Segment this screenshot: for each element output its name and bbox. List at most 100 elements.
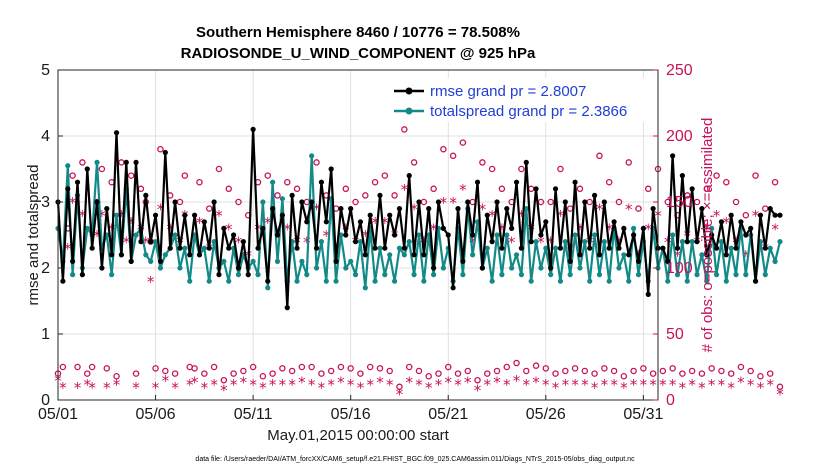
- assimilated-obs-point: *: [235, 234, 243, 252]
- totalspread-point: [587, 278, 593, 284]
- rmse-point: [601, 199, 607, 205]
- totalspread-point: [733, 272, 739, 278]
- totalspread-point: [562, 239, 568, 245]
- possible-obs-point: [88, 363, 96, 371]
- assimilated-obs-point: *: [776, 385, 784, 403]
- assimilated-obs-point: *: [688, 376, 696, 394]
- totalspread-point: [626, 278, 632, 284]
- possible-obs-point: [210, 363, 218, 371]
- possible-obs-point: [444, 363, 452, 371]
- y2-tick-label: 50: [666, 326, 684, 343]
- assimilated-obs-point: *: [718, 376, 726, 394]
- x-tick-label: 05/31: [623, 406, 663, 423]
- rmse-point: [635, 258, 642, 264]
- possible-obs-point: [201, 370, 208, 377]
- totalspread-point: [318, 239, 325, 245]
- rmse-point: [435, 199, 442, 205]
- assimilated-obs-point: *: [742, 247, 750, 265]
- x-tick-label: 05/01: [38, 406, 78, 423]
- possible-obs-point: [640, 365, 647, 372]
- possible-obs-point: [132, 370, 140, 377]
- rmse-point: [265, 278, 271, 284]
- possible-obs-point: [727, 370, 735, 377]
- rmse-point: [348, 206, 354, 212]
- rmse-point: [582, 199, 588, 205]
- totalspread-point: [528, 278, 534, 284]
- rmse-point: [245, 272, 251, 278]
- totalspread-point: [591, 232, 598, 238]
- assimilated-obs-point: *: [362, 227, 370, 245]
- totalspread-point: [309, 153, 315, 159]
- y-tick-label: 0: [41, 392, 50, 409]
- totalspread-point: [143, 252, 149, 258]
- rmse-point: [162, 149, 168, 156]
- assimilated-obs-point: *: [571, 376, 579, 394]
- totalspread-point: [255, 272, 261, 278]
- rmse-point: [552, 186, 559, 192]
- series-lines: [55, 126, 783, 311]
- rmse-point: [528, 239, 534, 245]
- possible-obs-point: [752, 172, 759, 179]
- rmse-point: [777, 212, 783, 218]
- rmse-point: [270, 206, 276, 212]
- possible-obs-point: [649, 370, 657, 377]
- rmse-point: [591, 192, 598, 198]
- rmse-point: [235, 265, 242, 271]
- totalspread-point: [616, 265, 622, 271]
- possible-obs-point: [532, 362, 540, 369]
- assimilated-obs-point: *: [469, 234, 477, 252]
- totalspread-point: [713, 272, 720, 278]
- totalspread-point: [391, 278, 398, 284]
- rmse-point: [523, 159, 529, 165]
- legend-rmse-marker: [405, 87, 413, 95]
- possible-obs-point: [405, 363, 413, 371]
- possible-obs-point: [518, 165, 525, 173]
- totalspread-point: [313, 265, 320, 271]
- rmse-point: [387, 212, 393, 218]
- rmse-point: [187, 252, 193, 258]
- rmse-point: [718, 219, 725, 225]
- possible-obs-point: [440, 145, 447, 153]
- rmse-point: [611, 219, 617, 225]
- totalspread-point: [606, 278, 612, 284]
- totalspread-point: [679, 239, 685, 245]
- assimilated-obs-point: *: [415, 376, 423, 394]
- possible-obs-point: [366, 363, 374, 371]
- totalspread-point: [187, 278, 193, 284]
- assimilated-obs-point: *: [630, 376, 638, 394]
- totalspread-point: [728, 245, 734, 251]
- rmse-point: [172, 199, 178, 205]
- y-tick-label: 5: [41, 62, 50, 79]
- rmse-point: [309, 199, 315, 205]
- totalspread-point: [235, 272, 242, 278]
- possible-obs-point: [449, 152, 457, 160]
- rmse-point: [723, 252, 729, 258]
- rmse-point: [284, 305, 290, 311]
- assimilated-obs-point: *: [601, 376, 609, 394]
- possible-obs-point: [635, 205, 642, 212]
- rmse-point: [323, 219, 329, 225]
- assimilated-obs-point: *: [449, 194, 457, 212]
- rmse-point: [411, 252, 417, 258]
- totalspread-point: [513, 252, 520, 258]
- possible-obs-point: [718, 367, 725, 375]
- possible-obs-point: [308, 363, 315, 371]
- possible-obs-point: [171, 370, 179, 377]
- rmse-point: [196, 252, 203, 258]
- rmse-point: [357, 219, 364, 225]
- possible-obs-point: [396, 383, 403, 391]
- assimilated-obs-point: *: [84, 376, 92, 394]
- possible-obs-point: [181, 172, 189, 179]
- totalspread-point: [109, 272, 115, 278]
- possible-obs-point: [459, 139, 467, 146]
- rmse-point: [752, 278, 759, 284]
- rmse-point: [333, 258, 339, 264]
- totalspread-point: [704, 278, 710, 284]
- rmse-point: [328, 166, 334, 172]
- assimilated-obs-point: *: [640, 376, 648, 394]
- assimilated-obs-point: *: [484, 376, 492, 394]
- y-axis-ticks: 0 1 2 3 4 5: [41, 62, 63, 409]
- rmse-point: [455, 206, 461, 212]
- rmse-point: [660, 245, 666, 251]
- possible-obs-point: [479, 159, 486, 166]
